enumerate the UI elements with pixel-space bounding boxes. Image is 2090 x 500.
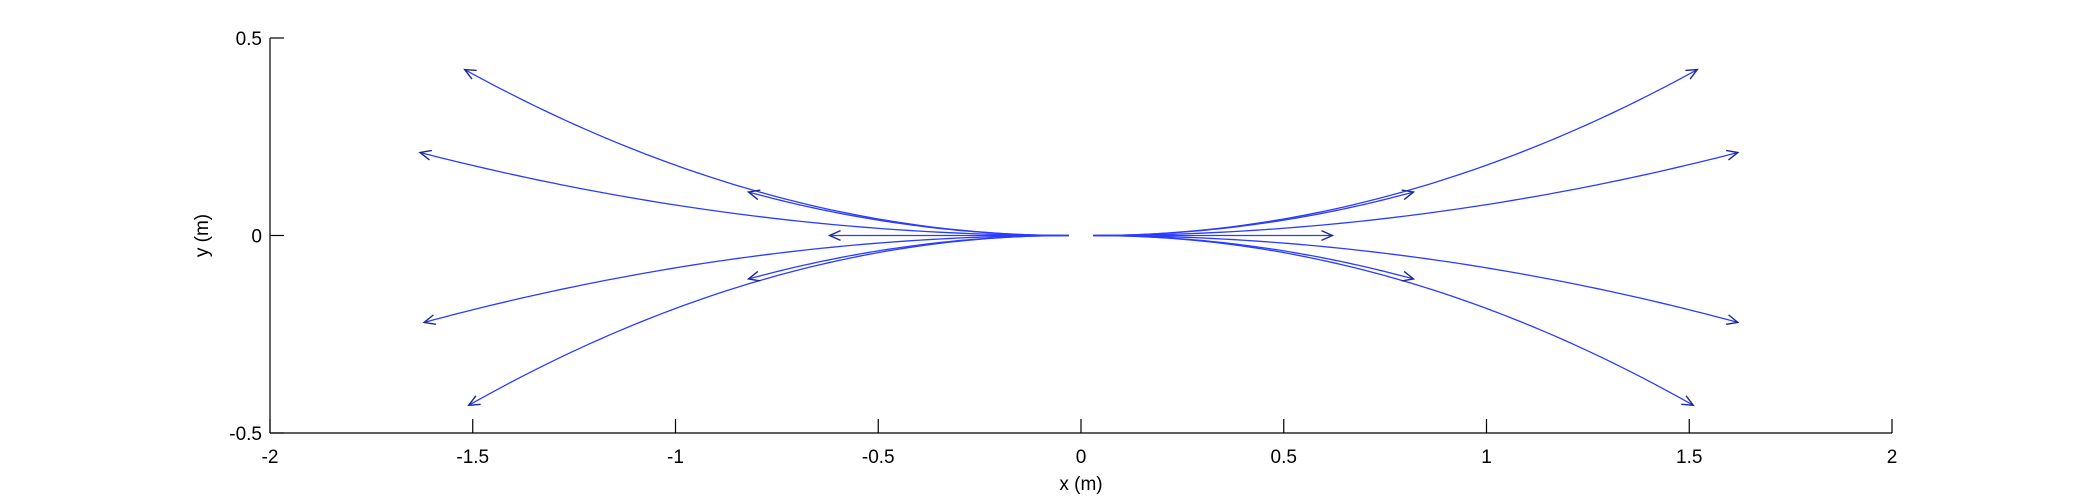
x-tick-label: 0: [1076, 447, 1087, 468]
trajectory-line: [419, 151, 1069, 237]
trajectory-arrowhead: [463, 68, 477, 80]
trajectory-arrowhead: [1401, 189, 1416, 201]
trajectory-arrowhead: [1681, 395, 1695, 407]
y-tick-label: 0: [251, 227, 262, 248]
x-tick-label: 0.5: [1271, 447, 1297, 468]
trajectory-arrowhead: [1685, 68, 1699, 80]
x-tick-label: -1.5: [456, 447, 489, 468]
x-tick-label: 1.5: [1676, 447, 1702, 468]
x-tick-label: -0.5: [862, 447, 895, 468]
trajectory-arrowhead: [746, 189, 761, 201]
trajectory-series-group: [418, 68, 1740, 407]
trajectory-arrowhead: [746, 270, 761, 282]
trajectory-arrowhead: [827, 229, 841, 242]
y-ticks: -0.5 0 0.5: [229, 29, 284, 445]
x-tick-label: -2: [262, 447, 279, 468]
trajectory-arrowhead: [418, 149, 432, 161]
x-axis-title: x (m): [1059, 474, 1102, 495]
y-tick-label: 0.5: [236, 29, 262, 50]
trajectory-line: [1093, 69, 1698, 237]
y-tick-label: -0.5: [229, 424, 262, 445]
trajectory-line: [1093, 234, 1414, 280]
trajectory-line: [464, 69, 1069, 237]
trajectory-line: [1093, 151, 1739, 237]
x-ticks: -2 -1.5 -1 -0.5 0 0.5 1 1.5 2: [262, 419, 1898, 468]
trajectory-line: [1093, 191, 1414, 237]
trajectory-arrowhead: [1401, 270, 1416, 282]
trajectory-line: [1093, 234, 1694, 406]
x-tick-label: -1: [667, 447, 684, 468]
trajectory-arrowhead: [1725, 314, 1740, 326]
x-tick-label: 2: [1887, 447, 1898, 468]
trajectory-arrowhead: [467, 395, 481, 407]
y-axis-title: y (m): [192, 214, 213, 257]
trajectory-line: [1093, 234, 1739, 324]
trajectory-arrowhead: [422, 314, 437, 326]
trajectory-line: [468, 234, 1069, 406]
trajectory-arrowhead: [1725, 149, 1740, 161]
axes: [269, 38, 1892, 434]
x-tick-label: 1: [1481, 447, 1492, 468]
trajectory-line: [748, 234, 1069, 280]
trajectory-arrowhead: [1321, 229, 1335, 242]
trajectory-line: [748, 191, 1069, 237]
trajectory-line: [423, 234, 1069, 324]
